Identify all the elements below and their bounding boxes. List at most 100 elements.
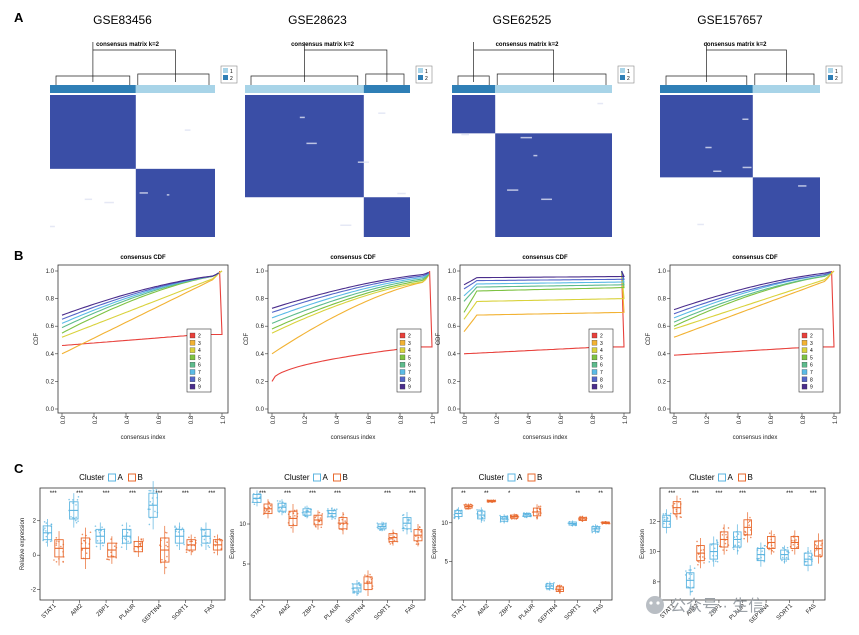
data-point	[795, 539, 797, 541]
gene-label: FAS	[204, 603, 216, 615]
matrix-noise	[357, 161, 370, 163]
data-point	[815, 549, 818, 551]
data-point	[268, 502, 271, 504]
data-point	[538, 505, 540, 508]
data-point	[786, 546, 789, 549]
significance-label: ***	[76, 491, 84, 497]
data-point	[785, 560, 788, 562]
data-point	[296, 509, 298, 511]
data-point	[669, 512, 672, 515]
cdf-legend-swatch	[591, 340, 598, 346]
cdf-legend-label: 9	[600, 385, 603, 391]
cdf-legend-label: 3	[810, 341, 813, 347]
data-point	[215, 540, 217, 543]
data-point	[687, 585, 689, 588]
y-tick-label: 1.0	[448, 269, 457, 275]
matrix-block-1-2	[452, 95, 496, 134]
data-point	[476, 508, 478, 511]
cdf-legend-label: 4	[408, 348, 411, 354]
data-point	[364, 574, 366, 576]
y-tick-label: 0.2	[448, 379, 457, 385]
data-point	[804, 560, 807, 563]
legend-swatch-B	[738, 473, 746, 482]
data-point	[691, 590, 694, 593]
data-point	[721, 533, 724, 536]
gene-label: STAT1	[451, 603, 468, 620]
data-point	[688, 577, 691, 580]
data-point	[465, 508, 467, 510]
gene-label: FAS	[805, 603, 817, 615]
matrix-block-2-3	[752, 177, 820, 237]
data-point	[188, 536, 190, 539]
data-point	[725, 549, 728, 552]
data-point	[283, 504, 286, 507]
data-point	[353, 592, 356, 594]
cdf-frame	[669, 264, 841, 414]
cdf-legend-label: 6	[198, 363, 201, 369]
data-point	[696, 540, 698, 543]
data-point	[75, 516, 77, 519]
y-axis-label: CDF	[646, 333, 652, 346]
dendrogram-branch	[706, 49, 787, 82]
cdf-legend-label: 5	[600, 355, 603, 361]
data-point	[110, 551, 112, 554]
data-point	[121, 524, 124, 527]
data-point	[165, 531, 168, 534]
y-tick-label: 0.8	[448, 297, 457, 303]
x-axis-label: consensus index	[733, 435, 778, 441]
data-point	[782, 547, 785, 549]
data-point	[408, 519, 410, 521]
matrix-noise	[697, 223, 704, 226]
data-point	[276, 500, 279, 502]
legend-label-1: 1	[425, 69, 428, 75]
data-point	[185, 551, 188, 554]
data-point	[55, 540, 58, 542]
significance-label: *	[508, 491, 511, 497]
cdf-title-0: consensus CDF	[120, 255, 166, 261]
data-point	[101, 526, 103, 529]
y-axis-label: Expression	[432, 529, 438, 559]
data-point	[55, 544, 58, 546]
matrix-legend-3: 12	[825, 65, 843, 84]
data-point	[204, 534, 206, 537]
data-point	[191, 550, 194, 553]
data-point	[357, 588, 360, 591]
cdf-legend-label: 8	[198, 377, 201, 383]
gene-label: SORT1	[171, 603, 190, 622]
cdf-legend-swatch	[189, 347, 196, 353]
matrix-block-1-3	[660, 95, 753, 178]
data-point	[290, 526, 292, 529]
cdf-frame	[57, 264, 229, 414]
significance-label: ***	[384, 491, 392, 497]
data-point	[148, 489, 151, 492]
data-point	[189, 540, 191, 543]
cdf-line-k5	[61, 272, 220, 334]
data-point	[558, 584, 560, 587]
legend-swatch-2	[828, 75, 833, 80]
data-point	[410, 530, 413, 533]
data-point	[821, 539, 824, 541]
data-point	[368, 581, 371, 583]
data-point	[690, 569, 692, 571]
watermark: 公众号 · 生信	[646, 596, 764, 615]
cdf-line-k6	[673, 272, 832, 323]
data-point	[318, 511, 321, 514]
dendrogram-1	[250, 42, 405, 88]
y-tick-label: 0.8	[46, 297, 55, 303]
cdf-line-k6	[271, 273, 430, 324]
cdf-line-k9	[61, 272, 220, 316]
data-point	[763, 544, 766, 547]
data-point	[714, 560, 717, 562]
x-tick-label: 0.6	[769, 415, 775, 424]
matrix-noise	[705, 146, 712, 149]
cdf-line-k5	[673, 272, 832, 327]
legend-swatch-2	[223, 75, 228, 80]
data-point	[98, 529, 100, 532]
data-point	[748, 520, 751, 523]
data-point	[698, 556, 701, 558]
legend-label-B: B	[138, 473, 143, 482]
y-tick-label: 0.4	[46, 352, 55, 358]
data-point	[791, 539, 793, 542]
matrix-block-2-2	[495, 133, 612, 237]
